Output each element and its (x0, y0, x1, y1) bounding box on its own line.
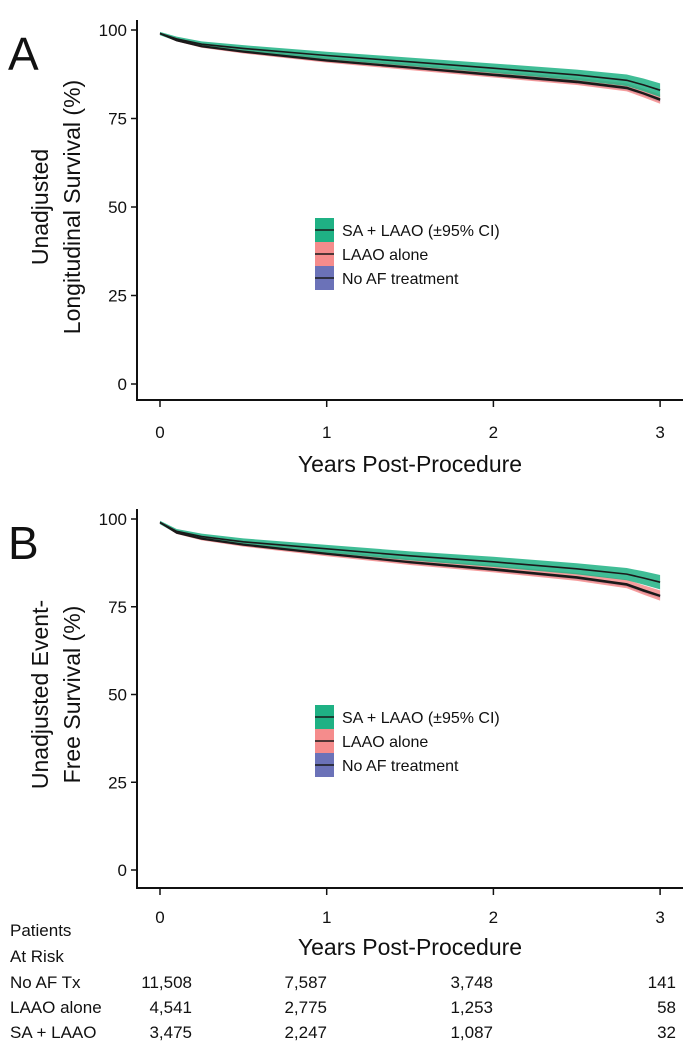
at-risk-value: 3,748 (450, 973, 493, 992)
legend-label: LAAO alone (342, 247, 428, 264)
x-axis-label: Years Post-Procedure (298, 934, 522, 960)
y-tick-label: 50 (108, 686, 127, 705)
y-tick-label: 0 (118, 861, 127, 880)
legend-label: SA + LAAO (±95% CI) (342, 710, 500, 727)
legend-label: SA + LAAO (±95% CI) (342, 223, 500, 240)
y-tick-label: 25 (108, 773, 127, 792)
y-tick-label: 75 (108, 110, 127, 129)
at-risk-value: 4,541 (149, 998, 192, 1017)
y-axis-label: Free Survival (%) (59, 606, 85, 784)
x-axis-label: Years Post-Procedure (298, 451, 522, 477)
x-tick-label: 0 (155, 908, 164, 927)
at-risk-value: 2,247 (284, 1023, 327, 1042)
panel-letter: B (8, 517, 39, 569)
legend-label: LAAO alone (342, 734, 428, 751)
at-risk-title: Patients (10, 921, 71, 940)
x-tick-label: 2 (489, 423, 498, 442)
x-tick-label: 3 (655, 908, 664, 927)
panel-letter: A (8, 28, 39, 80)
at-risk-value: 2,775 (284, 998, 327, 1017)
legend-label: No AF treatment (342, 758, 459, 775)
at-risk-value: 1,087 (450, 1023, 493, 1042)
axes (136, 20, 683, 401)
x-tick-label: 0 (155, 423, 164, 442)
at-risk-value: 141 (648, 973, 676, 992)
at-risk-row-label: No AF Tx (10, 973, 81, 992)
y-axis-label: Unadjusted (27, 149, 53, 265)
y-tick-label: 100 (99, 510, 127, 529)
x-tick-label: 1 (322, 908, 331, 927)
y-axis-label: Unadjusted Event- (27, 600, 53, 789)
panel-B: B 0 25 50 75 100 0 1 2 3 Years Post-Procedure Unadj… (8, 509, 683, 960)
at-risk-value: 1,253 (450, 998, 493, 1017)
x-tick-label: 2 (489, 908, 498, 927)
at-risk-value: 32 (657, 1023, 676, 1042)
legend-label: No AF treatment (342, 271, 459, 288)
at-risk-table: Patients At Risk No AF Tx 11,508 7,587 3,748 1… (10, 921, 676, 1042)
y-tick-label: 75 (108, 598, 127, 617)
at-risk-value: 3,475 (149, 1023, 192, 1042)
at-risk-value: 11,508 (141, 973, 192, 992)
at-risk-title: At Risk (10, 947, 64, 966)
y-tick-label: 50 (108, 198, 127, 217)
at-risk-value: 58 (657, 998, 676, 1017)
x-tick-label: 1 (322, 423, 331, 442)
y-tick-label: 25 (108, 287, 127, 306)
y-tick-label: 100 (99, 21, 127, 40)
at-risk-row-label: SA + LAAO (10, 1023, 96, 1042)
y-axis-label: Longitudinal Survival (%) (59, 80, 85, 334)
x-tick-label: 3 (655, 423, 664, 442)
at-risk-row-label: LAAO alone (10, 998, 102, 1017)
at-risk-value: 7,587 (284, 973, 327, 992)
series-line-0 (159, 521, 661, 583)
axes (136, 509, 683, 889)
ci-band-0 (160, 31, 661, 98)
series-line-0 (159, 32, 661, 91)
panel-A: A 0 25 50 75 100 0 1 2 3 Years Post-Procedure Unadj… (8, 20, 683, 477)
series-line-1 (159, 32, 661, 100)
series-line-1 (159, 521, 661, 597)
ci-band-1 (160, 521, 661, 601)
y-tick-label: 0 (118, 375, 127, 394)
